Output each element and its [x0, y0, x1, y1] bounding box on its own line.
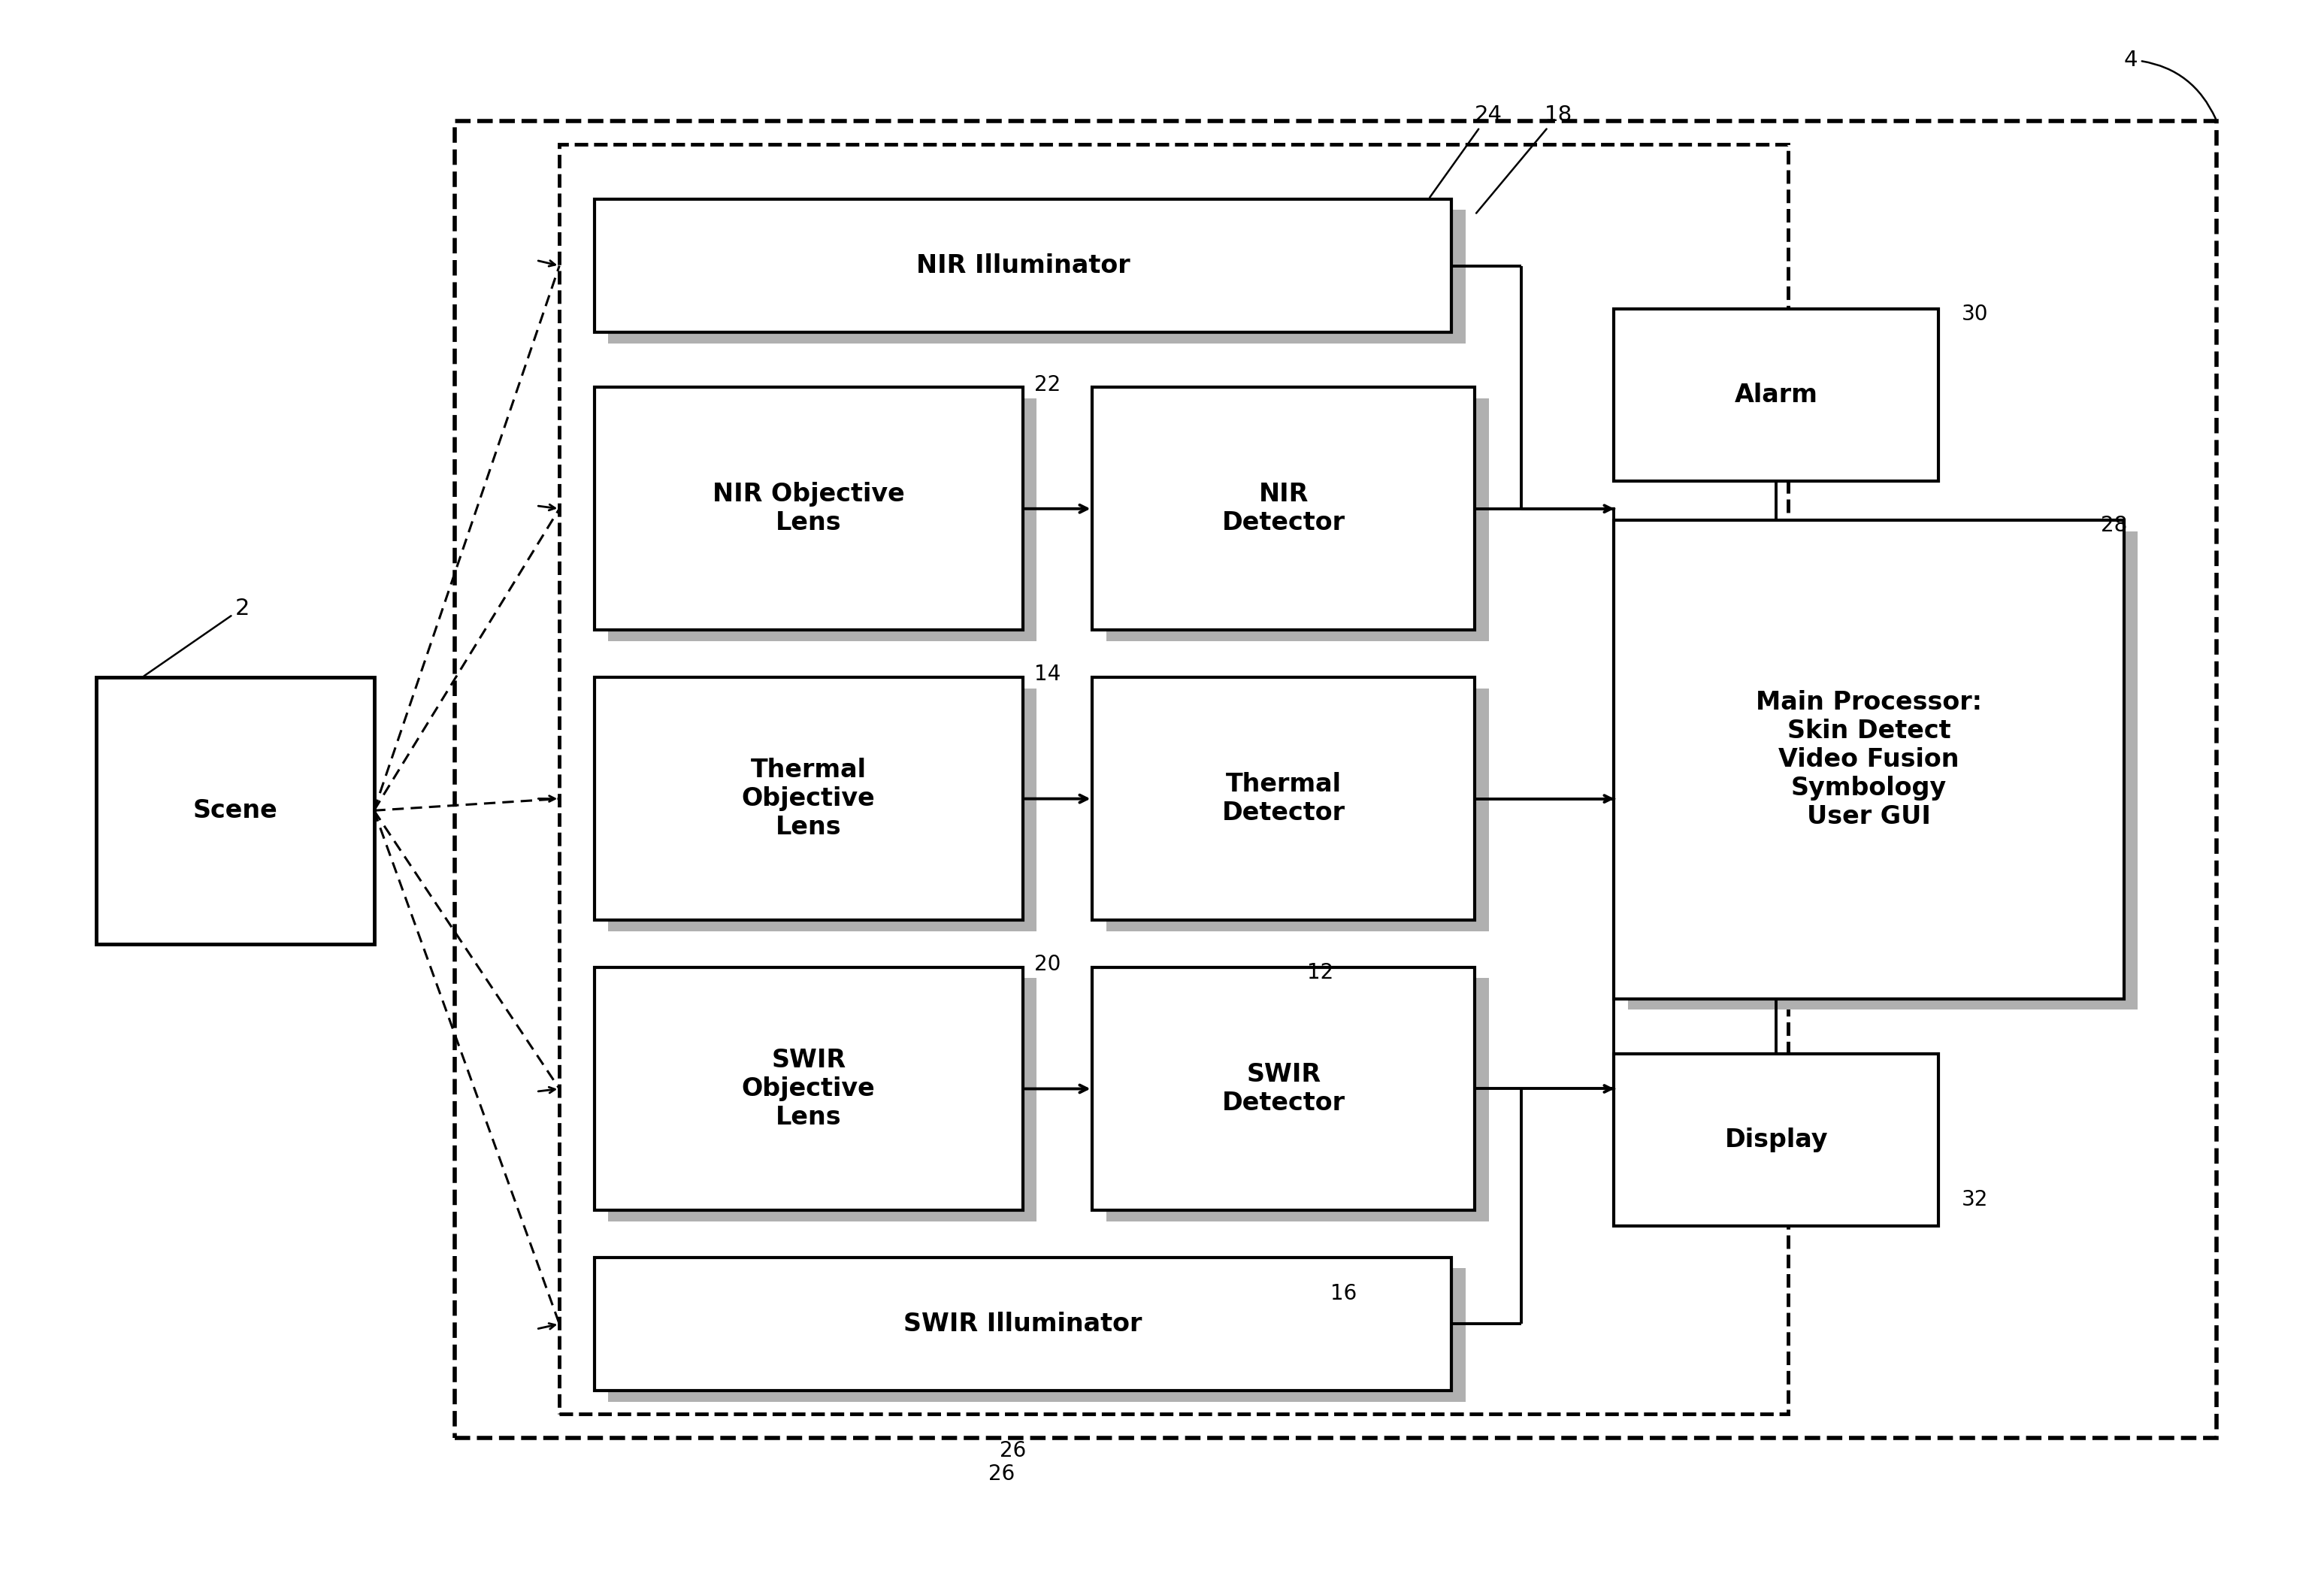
- Bar: [456, 121, 2217, 1437]
- Text: Display: Display: [1724, 1127, 1829, 1152]
- Bar: [609, 688, 1037, 932]
- Bar: [1613, 309, 1938, 482]
- Text: 24: 24: [1429, 104, 1504, 197]
- Bar: [1092, 677, 1476, 921]
- Bar: [1092, 387, 1476, 630]
- Bar: [609, 209, 1466, 343]
- Text: 26: 26: [999, 1440, 1027, 1461]
- Bar: [1106, 688, 1490, 932]
- Bar: [609, 1269, 1466, 1401]
- Text: 22: 22: [1034, 375, 1062, 395]
- Text: 14: 14: [1034, 664, 1062, 685]
- Text: SWIR
Detector: SWIR Detector: [1222, 1062, 1346, 1116]
- Bar: [1613, 1053, 1938, 1226]
- Bar: [595, 198, 1452, 332]
- Text: Main Processor:
Skin Detect
Video Fusion
Symbology
User GUI: Main Processor: Skin Detect Video Fusion…: [1757, 689, 1982, 829]
- Bar: [609, 979, 1037, 1221]
- Bar: [1092, 968, 1476, 1210]
- Text: NIR Objective
Lens: NIR Objective Lens: [713, 482, 904, 535]
- Bar: [560, 145, 1787, 1413]
- Text: Thermal
Detector: Thermal Detector: [1222, 771, 1346, 825]
- Text: SWIR Illuminator: SWIR Illuminator: [904, 1311, 1141, 1336]
- Text: 16: 16: [1329, 1283, 1357, 1305]
- Text: 26: 26: [988, 1464, 1016, 1484]
- Text: NIR Illuminator: NIR Illuminator: [916, 253, 1129, 279]
- Text: 4: 4: [2124, 49, 2215, 118]
- Bar: [595, 387, 1023, 630]
- Text: NIR
Detector: NIR Detector: [1222, 482, 1346, 535]
- Bar: [595, 1258, 1452, 1390]
- Text: Alarm: Alarm: [1734, 382, 1817, 408]
- Bar: [595, 968, 1023, 1210]
- Text: 32: 32: [1961, 1190, 1989, 1210]
- Bar: [609, 398, 1037, 641]
- Text: Thermal
Objective
Lens: Thermal Objective Lens: [741, 757, 876, 841]
- Bar: [95, 677, 374, 944]
- Text: Scene: Scene: [193, 798, 277, 823]
- Bar: [1613, 521, 2124, 998]
- Bar: [1106, 398, 1490, 641]
- Text: 20: 20: [1034, 954, 1062, 976]
- Text: 30: 30: [1961, 304, 1989, 324]
- Bar: [595, 677, 1023, 921]
- Text: 28: 28: [2101, 515, 2126, 537]
- Text: 12: 12: [1306, 962, 1334, 984]
- Text: SWIR
Objective
Lens: SWIR Objective Lens: [741, 1048, 876, 1130]
- Text: 18: 18: [1476, 104, 1573, 212]
- Bar: [1106, 979, 1490, 1221]
- Bar: [1627, 532, 2138, 1009]
- Text: 2: 2: [144, 597, 249, 677]
